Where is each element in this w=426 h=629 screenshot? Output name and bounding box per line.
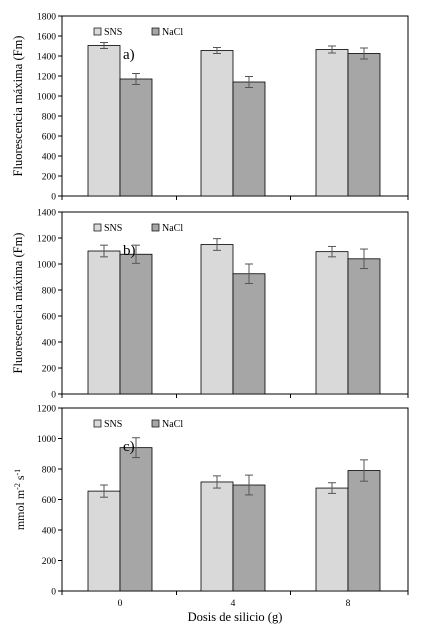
legend-label-sns: SNS	[104, 419, 122, 430]
x-tick-label: 0	[118, 599, 123, 609]
legend-label-sns: SNS	[104, 27, 122, 38]
bar-nacl-8	[347, 53, 381, 197]
bar-sns-8	[315, 251, 349, 395]
legend-swatch-nacl	[151, 419, 160, 428]
bar-sns-0	[87, 45, 121, 197]
y-tick-label: 400	[42, 339, 57, 349]
chart-panel-1: 0 200 400 600 800 1000 1200 1400 1600 1800 SNS NaCl…	[11, 13, 409, 203]
legend-label-nacl: NaCl	[162, 419, 183, 430]
legend-label-nacl: NaCl	[162, 223, 183, 234]
legend-swatch-nacl	[151, 27, 160, 36]
bar-nacl-0	[119, 78, 153, 197]
y-tick-label: 800	[42, 466, 57, 476]
y-tick-label: 1400	[37, 209, 56, 219]
y-tick-label: 600	[42, 313, 57, 323]
y-axis-label: Fluorescencia máxima (Fm)	[11, 36, 25, 177]
bar-sns-8	[315, 49, 349, 197]
legend-swatch-sns	[93, 223, 102, 232]
y-tick-label: 600	[42, 496, 57, 506]
y-tick-label: 800	[42, 113, 57, 123]
legend-label-sns: SNS	[104, 223, 122, 234]
y-tick-label: 1600	[37, 33, 56, 43]
bar-sns-4	[200, 244, 234, 395]
panel-label: a)	[123, 47, 135, 63]
legend-swatch-sns	[93, 27, 102, 36]
chart-panel-3: 0 200 400 600 800 1000 1200 SNS NaCl c) mmol m-2 s…	[13, 405, 409, 624]
bar-nacl-8	[347, 258, 381, 395]
legend-label-nacl: NaCl	[162, 27, 183, 38]
panel-label: c)	[123, 439, 135, 455]
y-tick-label: 1200	[37, 405, 56, 415]
x-tick-label: 4	[231, 599, 236, 609]
y-tick-label: 0	[51, 193, 56, 203]
y-tick-label: 1200	[37, 235, 56, 245]
bar-sns-4	[200, 50, 234, 197]
y-tick-label: 200	[42, 173, 57, 183]
y-tick-label: 1800	[37, 13, 56, 23]
y-tick-label: 600	[42, 133, 57, 143]
y-axis-label: mmol m-2 s-1	[13, 469, 27, 530]
bar-nacl-4	[232, 273, 266, 395]
bar-sns-0	[87, 490, 121, 592]
y-tick-label: 200	[42, 557, 57, 567]
y-tick-label: 1000	[37, 435, 56, 445]
y-tick-label: 200	[42, 365, 57, 375]
legend-swatch-nacl	[151, 223, 160, 232]
bar-nacl-8	[347, 470, 381, 592]
y-tick-label: 1000	[37, 261, 56, 271]
x-axis-label: Dosis de silicio (g)	[188, 610, 283, 624]
bar-sns-4	[200, 481, 234, 592]
bar-sns-8	[315, 487, 349, 592]
legend-swatch-sns	[93, 419, 102, 428]
y-tick-label: 800	[42, 287, 57, 297]
panel-label: b)	[123, 243, 136, 259]
y-tick-label: 1200	[37, 73, 56, 83]
chart-panel-2: 0 200 400 600 800 1000 1200 1400 SNS NaCl b) Fluore…	[11, 209, 409, 401]
y-tick-label: 400	[42, 153, 57, 163]
bar-sns-0	[87, 250, 121, 395]
bar-nacl-4	[232, 484, 266, 592]
bar-nacl-4	[232, 81, 266, 197]
y-tick-label: 400	[42, 527, 57, 537]
x-tick-label: 8	[346, 599, 351, 609]
y-tick-label: 1000	[37, 93, 56, 103]
y-tick-label: 0	[51, 391, 56, 401]
bar-nacl-0	[119, 253, 153, 395]
bar-nacl-0	[119, 447, 153, 592]
y-tick-label: 1400	[37, 53, 56, 63]
y-tick-label: 0	[51, 588, 56, 598]
y-axis-label: Fluorescencia máxima (Fm)	[11, 233, 25, 374]
